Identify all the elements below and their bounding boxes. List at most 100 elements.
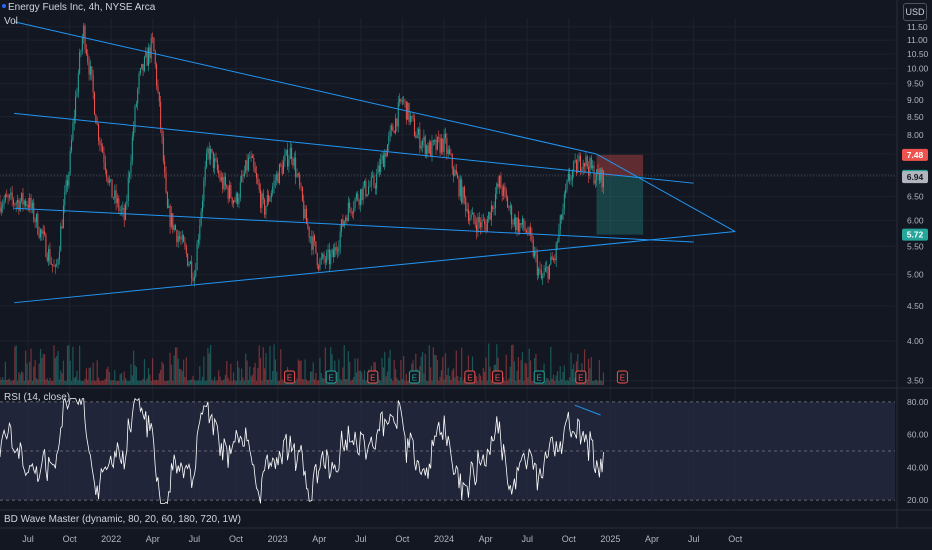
candle-body: [276, 173, 278, 181]
candle-body: [116, 198, 118, 204]
candle-body: [89, 66, 91, 75]
candle-body: [493, 208, 495, 210]
volume-bar: [114, 370, 116, 385]
volume-bar: [178, 368, 181, 385]
volume-bar: [95, 380, 97, 385]
volume-bar: [41, 357, 43, 385]
volume-label[interactable]: Vol: [4, 16, 18, 27]
volume-bar: [162, 363, 164, 385]
price-label-text: 7.48: [907, 150, 924, 160]
volume-bar: [18, 372, 20, 385]
candle-body: [334, 247, 336, 258]
candle-body: [415, 136, 417, 138]
candle-body: [550, 256, 552, 265]
volume-bar: [231, 380, 233, 385]
candle-body: [555, 242, 557, 261]
volume-bar: [300, 360, 302, 385]
candle-body: [580, 155, 581, 171]
volume-bar: [203, 356, 205, 385]
currency-button[interactable]: USD: [903, 3, 927, 21]
candle-body: [440, 138, 442, 153]
candle-body: [342, 219, 344, 227]
candle-body: [75, 96, 77, 117]
candle-body: [77, 73, 79, 93]
candle-body: [297, 173, 299, 175]
candle-body: [575, 159, 577, 174]
candle-body: [316, 252, 318, 266]
volume-bar: [462, 380, 464, 385]
candle-body: [403, 100, 405, 102]
volume-bar: [196, 380, 198, 385]
volume-bar: [158, 373, 160, 385]
candle-body: [335, 247, 337, 251]
volume-bar: [388, 357, 390, 385]
price-label-text: 5.72: [907, 230, 924, 240]
volume-bar: [432, 347, 434, 385]
rsi-label[interactable]: RSI (14, close): [4, 392, 71, 403]
volume-bar: [102, 380, 104, 385]
candle-body: [215, 158, 217, 161]
volume-bar: [478, 373, 480, 385]
candle-body: [284, 154, 286, 162]
bottom-indicator-label[interactable]: BD Wave Master (dynamic, 80, 20, 60, 180…: [4, 514, 241, 525]
candle-body: [54, 265, 56, 267]
time-tick-label: Oct: [395, 534, 410, 544]
volume-bar: [2, 376, 4, 385]
candle-body: [389, 129, 391, 136]
candle-body: [430, 142, 432, 157]
volume-bar: [382, 367, 384, 385]
candle-body: [188, 264, 190, 266]
candle-body: [320, 257, 322, 260]
earnings-marker: [492, 370, 504, 384]
candle-body: [301, 186, 303, 201]
candle-body: [283, 161, 284, 174]
volume-bar: [601, 381, 603, 385]
candle-body: [22, 192, 24, 205]
volume-bar: [126, 380, 128, 385]
candle-body: [170, 213, 172, 227]
volume-bar: [339, 378, 341, 385]
candle-body: [64, 191, 66, 206]
earnings-marker-letter: E: [370, 374, 375, 383]
candle-body: [103, 152, 105, 163]
candle-body: [357, 193, 359, 201]
candle-body: [503, 186, 505, 196]
candle-body: [18, 200, 20, 211]
volume-bar: [204, 380, 206, 385]
candle-body: [202, 200, 203, 212]
candle-body: [570, 180, 572, 181]
candle-body: [305, 208, 307, 225]
volume-bar: [600, 380, 602, 385]
volume-bar: [552, 374, 555, 385]
candle-body: [80, 50, 82, 53]
trendlines[interactable]: [14, 21, 736, 304]
volume-bar: [421, 352, 424, 385]
candle-body: [505, 190, 507, 198]
volume-bar: [79, 345, 81, 385]
volume-bar: [37, 379, 39, 385]
symbol-title[interactable]: Energy Fuels Inc, 4h, NYSE Arca: [8, 2, 156, 13]
candle-body: [326, 252, 328, 263]
volume-bar: [480, 375, 482, 385]
volume-bar: [137, 380, 139, 385]
candle-body: [322, 254, 324, 258]
volume-bar: [556, 371, 559, 385]
candle-body: [457, 174, 459, 178]
short-position-tool[interactable]: [0, 154, 895, 235]
volume-bar: [143, 359, 146, 385]
candle-body: [189, 261, 191, 265]
candle-body: [368, 186, 370, 195]
candle-body: [462, 187, 464, 203]
candle-body: [142, 63, 144, 71]
volume-bar: [434, 355, 436, 385]
candle-body: [7, 196, 9, 198]
candle-body: [345, 217, 347, 221]
volume-bar: [257, 367, 259, 385]
candle-body: [212, 151, 214, 169]
volume-bar: [586, 379, 588, 385]
volume-bar: [83, 380, 85, 385]
volume-bar: [390, 378, 393, 385]
candle-body: [99, 140, 101, 144]
